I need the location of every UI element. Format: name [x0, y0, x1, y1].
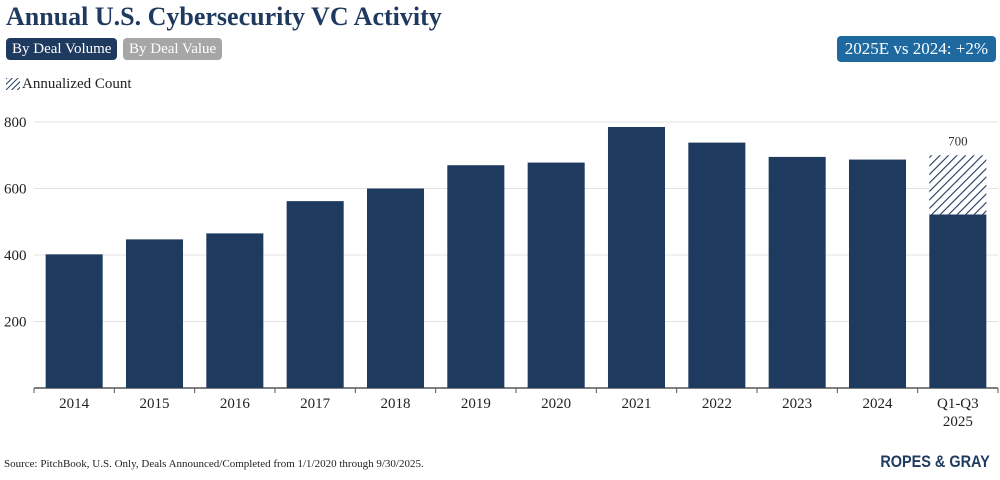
x-tick-label-2014: 2014: [59, 396, 90, 412]
bar-2023[interactable]: [768, 156, 826, 388]
bar-2018[interactable]: [366, 188, 425, 389]
deal-volume-toggle[interactable]: By Deal Volume: [6, 38, 118, 60]
bar-2021[interactable]: [607, 126, 666, 389]
x-tick-label-2020: 2020: [541, 396, 571, 412]
x-tick-label-2015: 2015: [140, 396, 170, 412]
y-tick-label-600: 600: [4, 182, 27, 198]
x-tick-label-2023: 2023: [782, 396, 812, 412]
data-label-11: 700: [948, 133, 968, 148]
x-tick-label-2016: 2016: [220, 396, 251, 412]
x-tick-label-Q1-Q3-2025: Q1-Q3 2025: [937, 396, 979, 430]
bar-2020[interactable]: [527, 162, 585, 388]
x-tick-label-2024: 2024: [863, 396, 894, 412]
bar-2014[interactable]: [45, 254, 103, 388]
y-tick-label-200: 200: [4, 315, 27, 331]
bar-Q1-Q3-2025[interactable]: [929, 214, 987, 388]
hatch-swatch-icon: [6, 78, 20, 90]
bar-2024[interactable]: [848, 159, 907, 388]
legend-label: Annualized Count: [22, 75, 132, 92]
y-tick-label-400: 400: [4, 248, 27, 264]
source-note: Source: PitchBook, U.S. Only, Deals Anno…: [4, 458, 424, 470]
bar-annualized-Q1-Q3-2025[interactable]: [929, 155, 987, 215]
bar-2015[interactable]: [125, 239, 184, 388]
bar-2016[interactable]: [206, 233, 264, 388]
chart-title: Annual U.S. Cybersecurity VC Activity: [6, 2, 442, 31]
bar-2017[interactable]: [286, 201, 344, 388]
ropes-gray-logo: ROPES & GRAY: [880, 452, 990, 471]
x-tick-label-2019: 2019: [461, 396, 491, 412]
x-tick-label-2021: 2021: [622, 396, 652, 412]
deal-value-toggle[interactable]: By Deal Value: [123, 38, 223, 60]
x-tick-label-2017: 2017: [300, 396, 331, 412]
bar-2022[interactable]: [688, 142, 746, 388]
growth-badge: 2025E vs 2024: +2%: [836, 36, 996, 62]
bar-2019[interactable]: [447, 165, 505, 388]
legend: Annualized Count: [6, 75, 132, 93]
x-tick-label-2022: 2022: [702, 396, 732, 412]
y-tick-label-800: 800: [4, 115, 27, 131]
x-tick-label-2018: 2018: [381, 396, 411, 412]
